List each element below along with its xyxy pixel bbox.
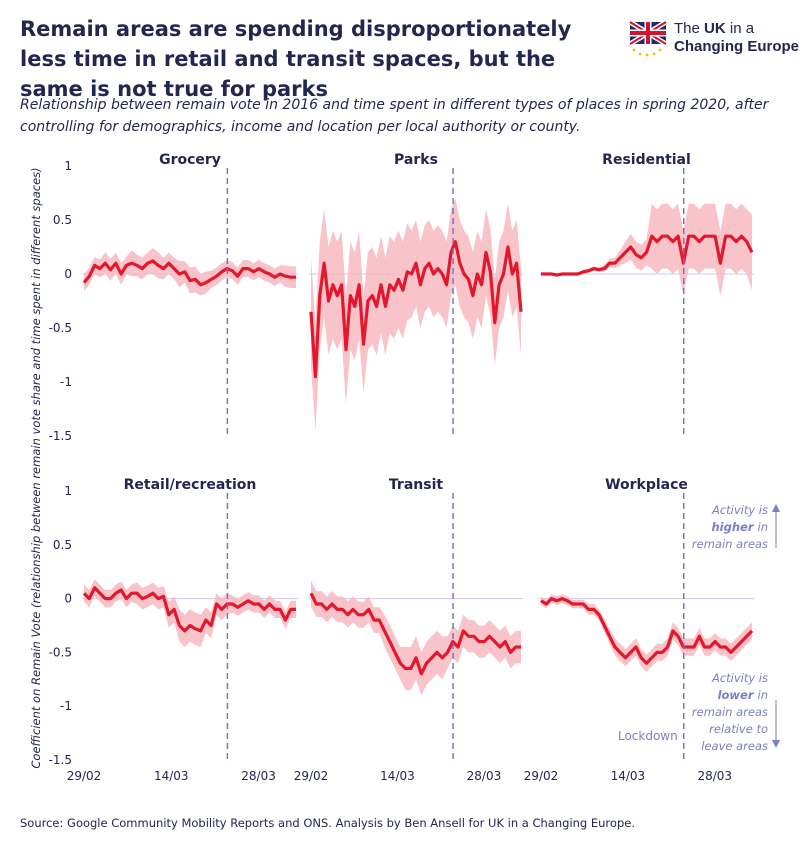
annotation-text: lower in <box>718 688 768 702</box>
panel-title: Retail/recreation <box>124 477 257 493</box>
confidence-band <box>84 248 296 296</box>
arrow-down-icon <box>772 740 780 748</box>
panel-residential: Residential <box>539 152 754 436</box>
x-tick-label: 29/02 <box>67 769 102 783</box>
panel-title: Residential <box>602 152 691 168</box>
arrow-up-icon <box>772 504 780 512</box>
x-tick-label: 28/03 <box>467 769 502 783</box>
panel-transit: Transit 29/02 14/03 28/03 <box>294 477 523 783</box>
y-tick-label: 0 <box>64 592 72 606</box>
chart-subtitle: Relationship between remain vote in 2016… <box>20 97 769 135</box>
y-tick-label: -1.5 <box>49 429 72 443</box>
confidence-band <box>311 580 521 696</box>
x-tick-label: 14/03 <box>611 769 646 783</box>
annotation-text: relative to <box>709 722 768 736</box>
lockdown-label: Lockdown <box>618 729 678 743</box>
confidence-band <box>311 198 521 431</box>
x-tick-label: 29/02 <box>294 769 329 783</box>
logo-text: The UK in a Changing Europe <box>674 20 799 55</box>
y-tick-label: -1 <box>60 375 72 389</box>
chart-title: Remain areas are spending disproportiona… <box>20 17 572 101</box>
panel-retail-recreation: 1 0.5 0 -0.5 -1 -1.5 Retail/recreation 29/02 14/… <box>49 477 298 783</box>
y-tick-label: -1 <box>60 699 72 713</box>
y-tick-label: 1 <box>64 159 72 173</box>
y-tick-label: -0.5 <box>49 645 72 659</box>
panel-workplace: Workplace 29/02 14/03 28/03 <box>524 477 754 783</box>
y-tick-label: 0.5 <box>53 213 72 227</box>
annotation-text: remain areas <box>692 537 768 551</box>
coefficient-line <box>541 234 754 277</box>
coefficient-line <box>309 240 523 379</box>
annotation-text: Activity is <box>711 503 768 517</box>
panel-title: Workplace <box>605 477 688 493</box>
annotation-text: leave areas <box>701 739 768 753</box>
x-tick-label: 29/02 <box>524 769 559 783</box>
y-tick-label: 0.5 <box>53 538 72 552</box>
panel-title: Grocery <box>159 152 221 168</box>
panel-title: Parks <box>394 152 438 168</box>
y-tick-label: -1.5 <box>49 753 72 767</box>
x-tick-label: 14/03 <box>154 769 189 783</box>
union-flag-star-icon <box>628 19 668 57</box>
annotation-text: Activity is <box>711 671 768 685</box>
coefficient-line <box>82 586 296 633</box>
coefficient-line <box>309 592 521 676</box>
confidence-band <box>541 594 752 672</box>
source-note: Source: Google Community Mobility Report… <box>20 816 635 830</box>
uk-changing-europe-logo: The UK in a Changing Europe <box>628 18 803 62</box>
y-axis-title: Coefficient on Remain Vote (relationship… <box>29 167 43 768</box>
x-tick-label: 14/03 <box>380 769 415 783</box>
panel-grocery: 1 0.5 0 -0.5 -1 -1.5 Grocery <box>49 152 298 443</box>
small-multiples-chart: Coefficient on Remain Vote (relationship… <box>29 152 780 783</box>
x-tick-label: 28/03 <box>241 769 276 783</box>
coefficient-line <box>540 597 754 665</box>
y-tick-label: -0.5 <box>49 321 72 335</box>
annotation-text: higher in <box>711 520 768 534</box>
x-tick-label: 28/03 <box>697 769 732 783</box>
confidence-band <box>84 579 296 647</box>
panel-title: Transit <box>389 477 443 493</box>
annotation-text: remain areas <box>692 705 768 719</box>
coefficient-line <box>82 259 296 287</box>
y-tick-label: 0 <box>64 267 72 281</box>
panel-parks: Parks <box>309 152 523 436</box>
y-tick-label: 1 <box>64 484 72 498</box>
